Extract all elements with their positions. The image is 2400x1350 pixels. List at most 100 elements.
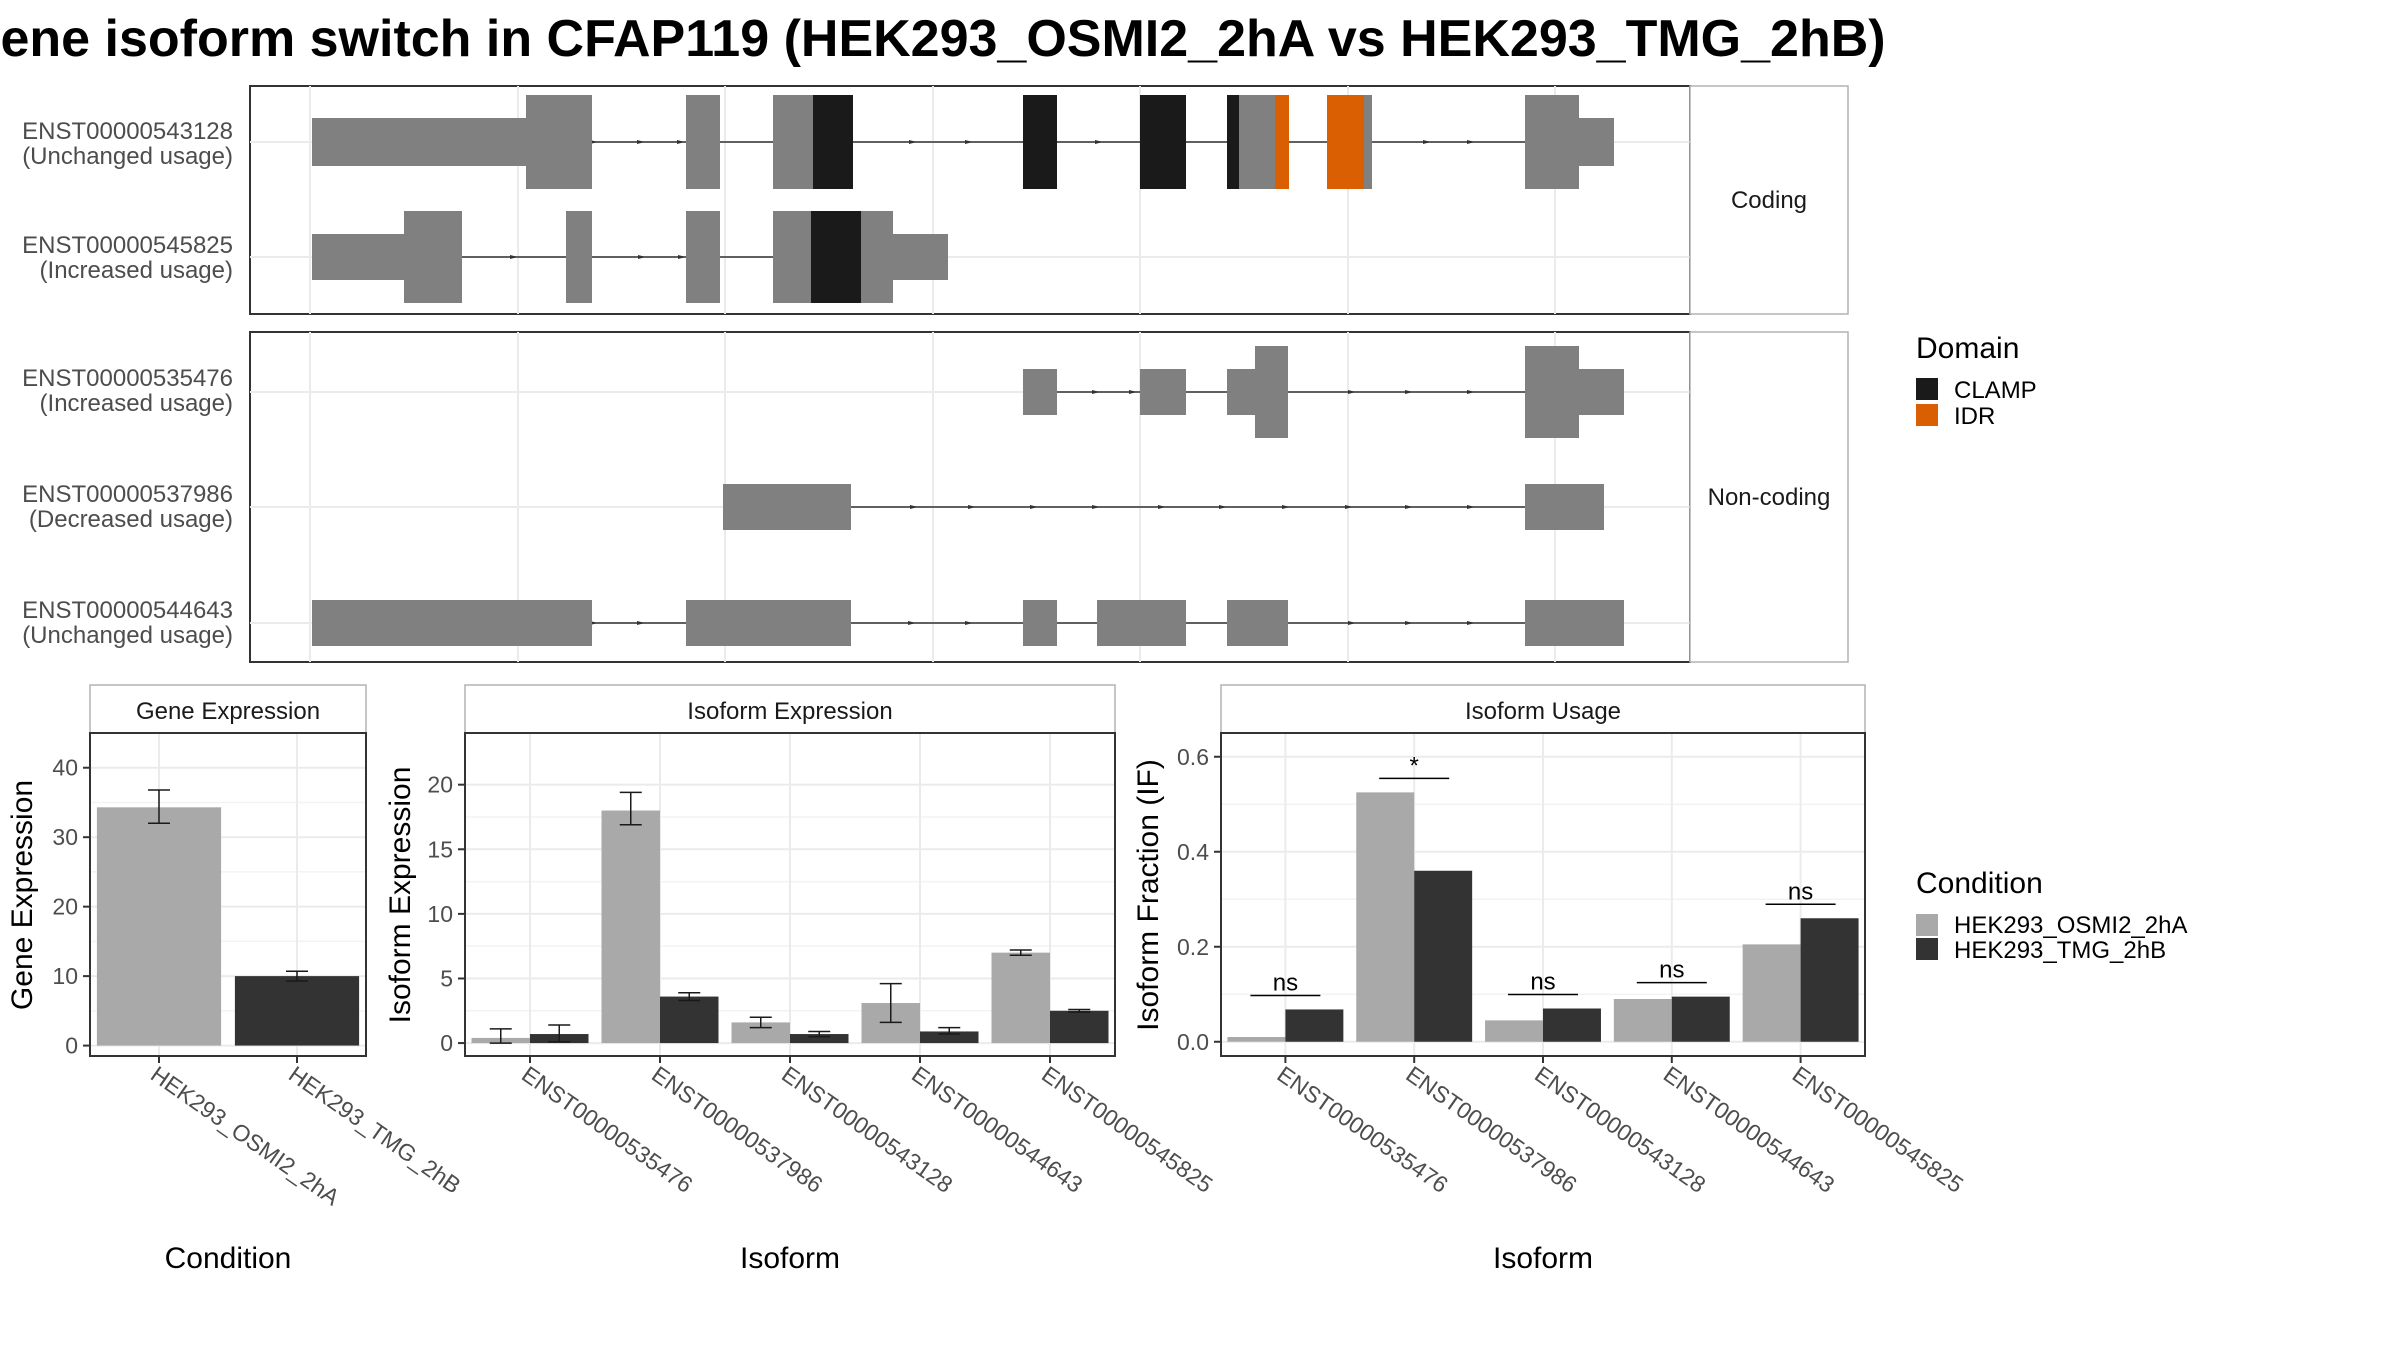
bar: [1671, 996, 1730, 1042]
strand-arrow: [1092, 390, 1100, 394]
exon: [686, 211, 720, 303]
condition-legend: Condition HEK293_OSMI2_2hA HEK293_TMG_2h…: [1916, 867, 2187, 964]
y-tick-label: 0.0: [1177, 1029, 1209, 1055]
x-axis-title: Isoform: [1493, 1242, 1593, 1275]
bar: [1613, 999, 1672, 1042]
strand-arrow: [637, 621, 645, 625]
transcript-id-label: ENST00000545825: [22, 232, 233, 259]
legend-label: IDR: [1954, 403, 1995, 430]
y-tick-label: 5: [440, 965, 453, 991]
transcript-id-label: ENST00000537986: [22, 481, 233, 508]
transcript-ENST00000545825: [312, 211, 948, 303]
y-axis-title: Gene Expression: [6, 780, 39, 1010]
bar: [731, 1022, 790, 1044]
legend-label: HEK293_TMG_2hB: [1954, 937, 2166, 964]
exon: [861, 211, 893, 303]
exon-utr: [1023, 369, 1057, 415]
y-tick-label: 15: [427, 836, 453, 862]
legend-key-clamp: [1916, 378, 1938, 400]
strand-arrow: [637, 140, 645, 144]
bar: [660, 996, 719, 1044]
exon: [773, 95, 813, 189]
panel-strip: [1220, 684, 1866, 734]
x-axis-title: Isoform: [740, 1242, 840, 1275]
legend-key-condition-a: [1916, 914, 1938, 936]
exon: [566, 211, 592, 303]
strand-arrow: [908, 621, 916, 625]
significance-label: ns: [1530, 969, 1555, 996]
exon-utr: [1097, 600, 1186, 646]
y-tick-label: 20: [427, 772, 453, 798]
exon: [1255, 346, 1288, 438]
transcript-id-label: ENST00000543128: [22, 118, 233, 145]
exon-utr: [1525, 484, 1604, 530]
strand-arrow: [1158, 505, 1166, 509]
exon-utr: [1579, 369, 1624, 415]
strand-arrow: [1423, 140, 1431, 144]
bar: [1742, 944, 1801, 1042]
transcript-models: [312, 95, 1624, 646]
panel-frame: [464, 732, 1116, 1057]
strand-arrow: [1129, 390, 1137, 394]
exon-clamp: [811, 211, 861, 303]
strand-arrow: [1405, 390, 1413, 394]
bar: [234, 976, 360, 1046]
transcript-usage-label: (Unchanged usage): [22, 143, 233, 170]
transcript-ENST00000543128: [312, 95, 1614, 189]
transcript-usage-label: (Increased usage): [40, 390, 233, 417]
exon: [1239, 95, 1275, 189]
strand-arrow: [1348, 621, 1356, 625]
transcript-usage-label: (Unchanged usage): [22, 622, 233, 649]
exon-clamp: [813, 95, 853, 189]
exon-idr: [1275, 95, 1289, 189]
strand-arrow: [1467, 621, 1475, 625]
strand-arrow: [1467, 505, 1475, 509]
transcript-ENST00000537986: [723, 484, 1604, 530]
y-tick-label: 0.2: [1177, 934, 1209, 960]
bar: [1050, 1010, 1109, 1044]
transcript-structure-panel: Coding Non-coding ENST00000543128 (Uncha…: [22, 85, 1849, 663]
strand-arrow: [1405, 505, 1413, 509]
panel-frame: [89, 732, 367, 1057]
bar: [96, 807, 222, 1046]
strand-arrow: [968, 505, 976, 509]
strand-arrow: [909, 140, 917, 144]
bar: [1800, 918, 1859, 1042]
transcript-ENST00000535476: [1023, 346, 1624, 438]
y-tick-label: 0: [440, 1030, 453, 1056]
exon-utr: [1140, 369, 1186, 415]
exon: [1525, 95, 1579, 189]
transcript-id-label: ENST00000535476: [22, 365, 233, 392]
exon-utr: [1227, 600, 1288, 646]
strand-arrow: [1348, 390, 1356, 394]
bar: [790, 1034, 849, 1044]
strand-arrow: [965, 621, 973, 625]
legend-key-idr: [1916, 404, 1938, 426]
legend-title: Domain: [1916, 332, 2019, 365]
bar: [920, 1031, 979, 1044]
strand-arrow: [1467, 140, 1475, 144]
y-tick-label: 0.6: [1177, 744, 1209, 770]
strand-arrow: [965, 140, 973, 144]
figure-title: Gene isoform switch in CFAP119 (HEK293_O…: [0, 10, 1886, 68]
strand-arrow: [910, 505, 918, 509]
y-tick-label: 10: [427, 901, 453, 927]
strand-arrow: [678, 255, 686, 259]
x-axis-title: Condition: [165, 1242, 292, 1275]
exon-utr: [1023, 600, 1057, 646]
coding-strip: [1689, 85, 1849, 315]
panel-strip: [464, 684, 1116, 734]
exon-utr: [1579, 118, 1614, 166]
noncoding-strip-label: Non-coding: [1708, 484, 1831, 511]
exon-clamp: [1140, 95, 1186, 189]
exon: [773, 211, 811, 303]
exon-clamp: [1023, 95, 1057, 189]
coding-strip-label: Coding: [1731, 187, 1807, 214]
strand-arrow: [638, 255, 646, 259]
exon: [686, 95, 720, 189]
exon-utr: [312, 600, 592, 646]
y-tick-label: 30: [52, 824, 78, 850]
significance-label: ns: [1659, 957, 1684, 984]
y-axis-title: Isoform Fraction (IF): [1132, 759, 1165, 1031]
transcript-usage-label: (Increased usage): [40, 257, 233, 284]
